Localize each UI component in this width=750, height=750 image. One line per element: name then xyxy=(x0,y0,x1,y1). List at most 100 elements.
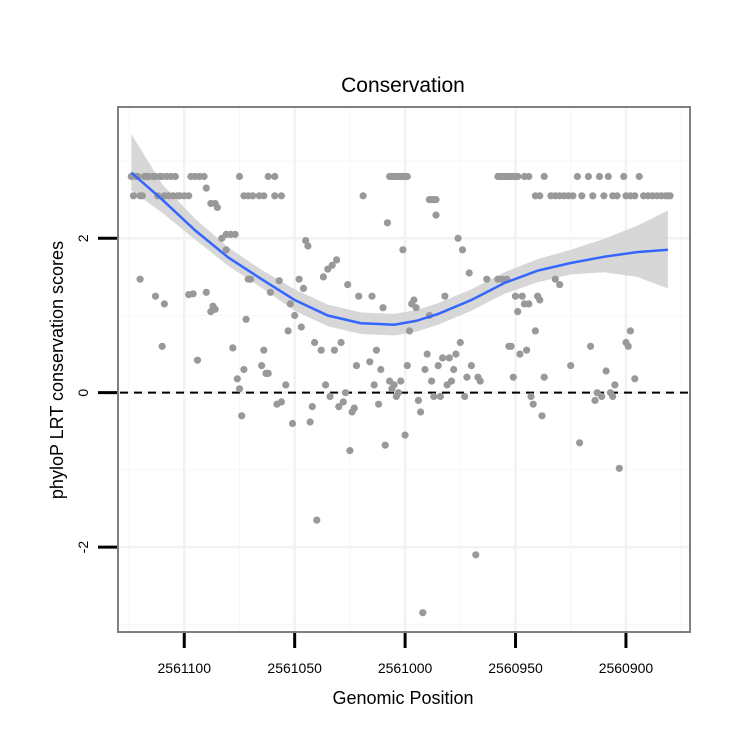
panel-border xyxy=(117,106,691,633)
data-point xyxy=(432,196,440,204)
data-point xyxy=(368,292,376,300)
data-point xyxy=(359,192,367,200)
data-point xyxy=(350,404,358,412)
data-point xyxy=(518,292,526,300)
data-point xyxy=(306,418,314,426)
data-point xyxy=(193,356,202,364)
smooth-trend-line xyxy=(130,171,668,326)
data-point xyxy=(302,237,310,245)
data-point xyxy=(423,350,431,358)
data-point xyxy=(335,403,343,411)
data-point xyxy=(598,392,606,401)
data-point xyxy=(346,447,354,455)
data-point xyxy=(602,367,610,375)
data-point xyxy=(339,398,347,406)
data-point xyxy=(185,192,193,200)
data-point xyxy=(447,377,456,385)
data-point xyxy=(624,342,632,350)
data-point xyxy=(611,381,619,389)
data-point xyxy=(525,172,533,181)
data-point xyxy=(271,192,279,200)
x-tick-label: 2561050 xyxy=(267,660,322,676)
data-point xyxy=(311,338,319,347)
data-point xyxy=(604,172,612,181)
data-point xyxy=(337,338,345,347)
data-point xyxy=(428,377,436,385)
data-point xyxy=(211,305,219,313)
data-point xyxy=(576,439,584,447)
data-point xyxy=(242,315,250,323)
data-point xyxy=(286,300,294,308)
plot-panel xyxy=(117,106,691,633)
data-point xyxy=(326,392,334,401)
data-point xyxy=(202,288,210,296)
data-point xyxy=(450,365,458,374)
data-point xyxy=(229,344,237,352)
data-point xyxy=(138,192,146,200)
data-point xyxy=(231,230,239,238)
data-point xyxy=(631,375,639,383)
data-point xyxy=(200,172,208,181)
data-point xyxy=(527,392,535,401)
data-point xyxy=(299,284,308,292)
data-point xyxy=(381,441,389,449)
data-point xyxy=(456,338,464,347)
x-tick-label: 2560950 xyxy=(488,660,543,676)
data-point xyxy=(246,275,255,283)
data-point xyxy=(202,184,210,192)
data-point xyxy=(476,377,484,385)
x-tick-label: 2561000 xyxy=(378,660,433,676)
data-point xyxy=(514,308,522,316)
data-point xyxy=(523,346,531,354)
data-point xyxy=(529,400,537,408)
data-point xyxy=(567,362,575,370)
chart-title: Conservation xyxy=(341,74,465,97)
data-point xyxy=(591,396,599,404)
data-point xyxy=(573,172,582,181)
data-point xyxy=(394,389,403,397)
data-point xyxy=(626,327,635,335)
data-point xyxy=(514,172,522,181)
data-point xyxy=(282,381,290,389)
data-point xyxy=(151,292,160,300)
x-tick-label: 2561100 xyxy=(158,660,212,676)
data-point xyxy=(291,311,299,320)
y-axis-title: phyloP LRT conservation scores xyxy=(47,241,67,499)
data-point xyxy=(284,327,292,335)
data-point xyxy=(258,362,266,370)
data-point xyxy=(458,246,467,254)
data-point xyxy=(249,192,257,200)
data-point xyxy=(600,192,608,200)
data-point xyxy=(436,392,444,401)
data-point xyxy=(401,431,409,439)
data-point xyxy=(666,192,674,200)
data-point xyxy=(587,342,595,350)
y-tick-label: -2 xyxy=(75,541,91,554)
data-point xyxy=(410,296,418,304)
data-point xyxy=(430,392,438,401)
data-point xyxy=(421,365,429,374)
data-point xyxy=(370,381,378,389)
data-point xyxy=(240,365,248,374)
data-point xyxy=(405,327,414,335)
data-point xyxy=(277,192,285,200)
data-point xyxy=(507,342,515,350)
data-point xyxy=(344,281,352,289)
data-point xyxy=(355,292,363,300)
data-point xyxy=(136,275,144,283)
data-point xyxy=(432,211,440,219)
data-point xyxy=(620,172,628,181)
data-point xyxy=(352,362,361,370)
data-point xyxy=(509,373,517,381)
data-point xyxy=(328,261,336,269)
data-point xyxy=(414,396,422,404)
data-point xyxy=(330,346,338,354)
data-point xyxy=(288,419,297,428)
x-axis-title: Genomic Position xyxy=(332,688,473,708)
y-tick-label: 0 xyxy=(75,389,91,397)
x-axis: 2561100 2561050 2561000 2560950 2560900 xyxy=(158,633,653,676)
data-point xyxy=(454,234,462,242)
data-point xyxy=(129,192,138,200)
data-point xyxy=(260,192,268,200)
